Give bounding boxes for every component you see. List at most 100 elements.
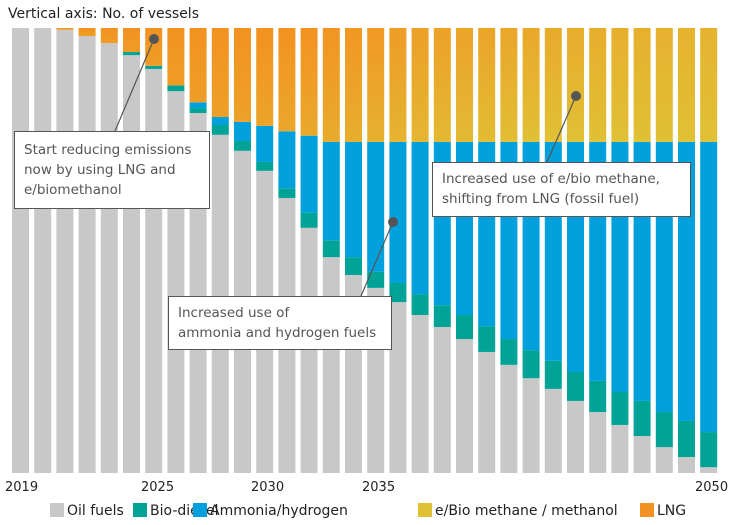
callout-line: Increased use of	[178, 305, 290, 321]
bar-segment-oil-2042	[522, 378, 540, 473]
bar-segment-ammonia-2050	[700, 141, 718, 433]
bar-segment-oil-2050	[700, 467, 718, 473]
bar-segment-ammonia-2029	[234, 121, 251, 142]
bar-segment-biodiesel-2025	[145, 65, 163, 69]
bar-segment-lng-ebio-2035	[367, 28, 385, 142]
callout-2-leader	[360, 221, 394, 297]
legend-swatch-biodiesel	[133, 503, 147, 517]
bar-segment-biodiesel-2047	[633, 400, 651, 437]
bar-segment-lng-ebio-2034	[345, 28, 362, 142]
bar-segment-ammonia-2031	[278, 131, 296, 189]
callout-line: e/biomethanol	[24, 182, 122, 198]
legend-item-lng: LNG	[640, 503, 686, 519]
bar-segment-oil-2046	[611, 424, 629, 473]
bar-segment-biodiesel-2042	[522, 350, 540, 379]
callout-leaders	[114, 34, 581, 297]
bar-segment-lng-ebio-2037	[411, 28, 429, 142]
legend-label: e/Bio methane / methanol	[435, 503, 618, 519]
bar-segment-lng-ebio-2045	[589, 28, 607, 142]
bar-segment-ammonia-2037	[411, 141, 429, 295]
bar-segment-oil-2022	[78, 36, 96, 473]
bar-segment-oil-2036	[389, 302, 407, 473]
bar-segment-biodiesel-2036	[389, 282, 407, 303]
bar-segment-biodiesel-2029	[234, 141, 251, 151]
bar-segment-lng-ebio-2022	[78, 28, 96, 37]
bar-segment-biodiesel-2030	[256, 161, 274, 171]
bar-segment-ammonia-2036	[389, 141, 407, 283]
bar-segment-lng-ebio-2023	[100, 28, 118, 44]
callout-lng-ebio: Start reducing emissions now by using LN…	[14, 131, 210, 209]
legend-swatch-lng	[640, 503, 654, 517]
bar-segment-ammonia-2028	[211, 117, 229, 126]
legend-swatch-oil	[50, 503, 64, 517]
bar-segment-biodiesel-2048	[655, 412, 673, 448]
legend-label: Ammonia/hydrogen	[210, 503, 348, 519]
bar-segment-biodiesel-2044	[567, 371, 584, 401]
x-tick-label: 2019	[5, 480, 39, 495]
bar-segment-lng-ebio-2047	[633, 28, 651, 142]
bar-segment-oil-2020	[34, 28, 52, 473]
bar-segment-oil-2045	[589, 412, 607, 473]
bar-segment-lng-ebio-2046	[611, 28, 629, 142]
bar-segment-biodiesel-2024	[123, 52, 140, 56]
legend-item-oil: Oil fuels	[50, 503, 124, 519]
bar-segment-oil-2025	[145, 68, 163, 473]
bars-group	[12, 28, 718, 474]
bar-segment-oil-2039	[456, 339, 473, 473]
bar-segment-oil-2038	[433, 327, 451, 473]
bar-segment-lng-ebio-2030	[256, 28, 274, 126]
callout-1-leader	[114, 38, 155, 132]
bar-segment-oil-2041	[500, 364, 518, 473]
callout-3-dot	[571, 91, 581, 101]
bar-segment-lng-ebio-2048	[655, 28, 673, 142]
bar-segment-lng-ebio-2033	[322, 28, 340, 142]
bar-segment-lng-ebio-2050	[700, 28, 718, 142]
legend-label: Oil fuels	[67, 503, 124, 519]
bar-segment-biodiesel-2039	[456, 315, 473, 340]
bar-segment-biodiesel-2033	[322, 240, 340, 258]
bar-segment-lng-ebio-2028	[211, 28, 229, 117]
callout-line: Increased use of e/bio methane,	[442, 171, 660, 187]
x-tick-label: 2025	[141, 480, 175, 495]
bar-segment-ammonia-2030	[256, 125, 274, 162]
bar-segment-biodiesel-2037	[411, 294, 429, 316]
bar-segment-biodiesel-2049	[678, 420, 695, 457]
callout-1-dot	[149, 34, 159, 44]
bar-segment-oil-2024	[123, 55, 140, 474]
callout-2-dot	[388, 217, 398, 227]
bar-segment-lng-ebio-2029	[234, 28, 251, 122]
callout-ammonia-hydrogen: Increased use of ammonia and hydrogen fu…	[168, 296, 392, 350]
bar-segment-ammonia-2032	[300, 135, 318, 213]
bar-segment-lng-ebio-2036	[389, 28, 407, 142]
bar-segment-oil-2037	[411, 315, 429, 473]
callout-line: ammonia and hydrogen fuels	[178, 325, 377, 341]
x-tick-label: 2030	[251, 480, 285, 495]
bar-segment-biodiesel-2028	[211, 125, 229, 135]
bar-segment-biodiesel-2026	[167, 85, 185, 92]
bar-segment-lng-ebio-2039	[456, 28, 473, 142]
bar-segment-oil-2040	[478, 351, 496, 473]
bar-segment-oil-2049	[678, 456, 695, 473]
bar-segment-biodiesel-2032	[300, 212, 318, 228]
bar-segment-oil-2021	[56, 29, 74, 474]
legend-item-ammonia: Ammonia/hydrogen	[193, 503, 348, 519]
bar-segment-lng-ebio-2021	[56, 28, 74, 30]
stacked-bar-chart	[12, 28, 718, 474]
bar-segment-oil-2033	[322, 257, 340, 473]
bar-segment-lng-ebio-2031	[278, 28, 296, 132]
bar-segment-oil-2044	[567, 400, 584, 473]
legend-swatch-ebio	[418, 503, 432, 517]
bar-segment-lng-ebio-2024	[123, 28, 140, 53]
bar-segment-biodiesel-2027	[189, 108, 207, 113]
bar-segment-lng-ebio-2025	[145, 28, 163, 66]
bar-segment-biodiesel-2046	[611, 392, 629, 425]
bar-segment-biodiesel-2031	[278, 188, 296, 198]
bar-segment-lng-ebio-2041	[500, 28, 518, 142]
callout-line: shifting from LNG (fossil fuel)	[442, 191, 640, 207]
callout-line: Start reducing emissions	[24, 142, 192, 158]
bar-segment-lng-ebio-2027	[189, 28, 207, 103]
bar-segment-lng-ebio-2026	[167, 28, 185, 86]
bar-segment-oil-2023	[100, 43, 118, 473]
bar-segment-oil-2043	[544, 388, 562, 473]
callout-line: now by using LNG and	[24, 162, 176, 178]
